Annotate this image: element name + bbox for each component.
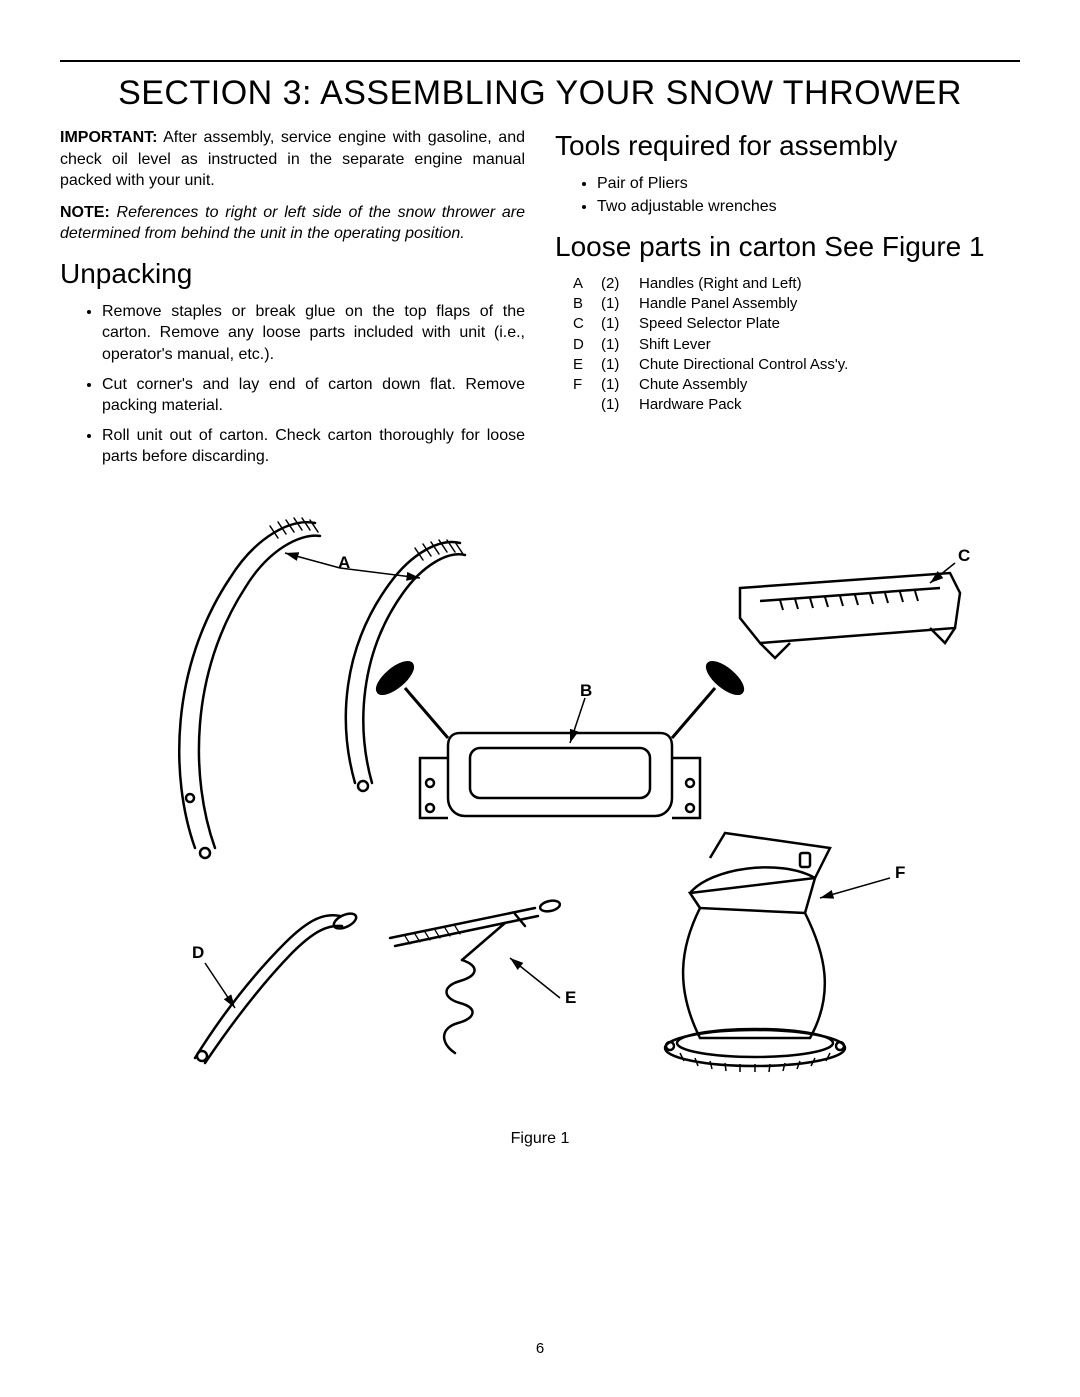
figure-label-b: B	[580, 681, 592, 701]
note-paragraph: NOTE: References to right or left side o…	[60, 202, 525, 245]
table-row: C(1)Speed Selector Plate	[573, 314, 856, 334]
part-d-lever	[195, 910, 358, 1063]
list-item: Roll unit out of carton. Check carton th…	[102, 425, 525, 468]
list-item: Pair of Pliers	[597, 173, 1020, 195]
right-column: Tools required for assembly Pair of Plie…	[555, 127, 1020, 478]
part-e-control	[390, 899, 561, 1053]
figure-label-a: A	[338, 553, 350, 573]
tools-list: Pair of Pliers Two adjustable wrenches	[555, 173, 1020, 218]
tools-heading: Tools required for assembly	[555, 127, 1020, 165]
figure-label-c: C	[958, 546, 970, 566]
unpacking-list: Remove staples or break glue on the top …	[60, 301, 525, 468]
table-row: F(1)Chute Assembly	[573, 375, 856, 395]
page-number: 6	[0, 1340, 1080, 1357]
list-item: Remove staples or break glue on the top …	[102, 301, 525, 366]
part-b-panel	[372, 657, 747, 818]
list-item: Cut corner's and lay end of carton down …	[102, 374, 525, 417]
note-label: NOTE:	[60, 204, 110, 221]
figure-svg	[60, 498, 1020, 1118]
unpacking-heading: Unpacking	[60, 255, 525, 293]
note-text: References to right or left side of the …	[60, 204, 525, 243]
left-column: IMPORTANT: After assembly, service engin…	[60, 127, 525, 478]
figure-label-f: F	[895, 863, 905, 883]
figure-1: A B C D E F	[60, 498, 1020, 1118]
list-item: Two adjustable wrenches	[597, 196, 1020, 218]
part-a-handles	[179, 518, 465, 858]
parts-table: A(2)Handles (Right and Left) B(1)Handle …	[573, 274, 856, 416]
figure-label-d: D	[192, 943, 204, 963]
loose-parts-heading: Loose parts in carton See Figure 1	[555, 228, 1020, 266]
table-row: D(1)Shift Lever	[573, 335, 856, 355]
figure-caption: Figure 1	[60, 1130, 1020, 1148]
table-row: (1)Hardware Pack	[573, 395, 856, 415]
important-paragraph: IMPORTANT: After assembly, service engin…	[60, 127, 525, 192]
section-title: SECTION 3: ASSEMBLING YOUR SNOW THROWER	[60, 74, 1020, 113]
figure-label-e: E	[565, 988, 576, 1008]
table-row: A(2)Handles (Right and Left)	[573, 274, 856, 294]
table-row: B(1)Handle Panel Assembly	[573, 294, 856, 314]
table-row: E(1)Chute Directional Control Ass'y.	[573, 355, 856, 375]
important-label: IMPORTANT:	[60, 129, 157, 146]
part-f-chute	[665, 833, 845, 1072]
part-c-plate	[740, 573, 960, 658]
